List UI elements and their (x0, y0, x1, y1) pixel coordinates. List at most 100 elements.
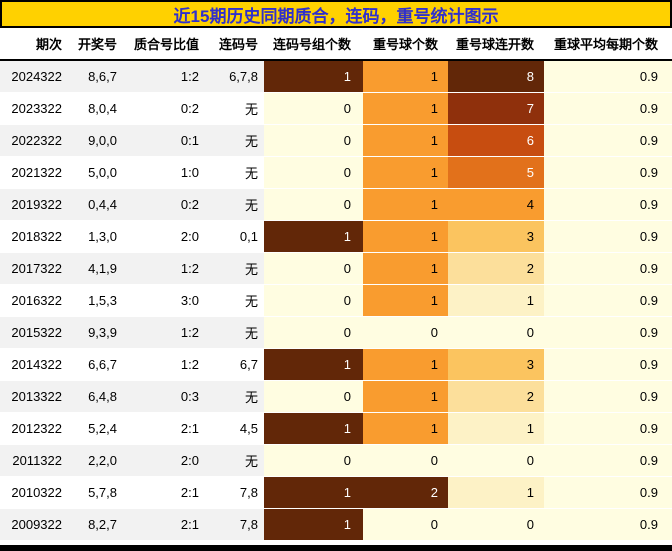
table-row: 2016322 1,5,3 3:0 无 0 1 1 0.9 (0, 284, 672, 317)
cell-重球平均每期个数: 0.9 (544, 188, 672, 221)
cell-开奖号: 5,7,8 (65, 476, 120, 509)
cell-重号球个数: 2 (363, 476, 448, 509)
cell-期次: 2017322 (0, 252, 65, 285)
cell-重球平均每期个数: 0.9 (544, 444, 672, 477)
cell-连码号组个数: 0 (264, 380, 363, 413)
cell-连码号组个数: 0 (264, 92, 363, 125)
cell-开奖号: 0,4,4 (65, 188, 120, 221)
cell-重号球个数: 1 (363, 124, 448, 157)
cell-连码号组个数: 1 (264, 508, 363, 541)
cell-连码号组个数: 0 (264, 316, 363, 349)
column-header-2: 开奖号 (65, 28, 120, 61)
table-row: 2015322 9,3,9 1:2 无 0 0 0 0.9 (0, 316, 672, 349)
table-header: 期次 开奖号 质合号比值 连码号 连码号组个数 重号球个数 重号球连开数 重球平均每期个数 (0, 28, 672, 61)
cell-重球平均每期个数: 0.9 (544, 476, 672, 509)
cell-开奖号: 4,1,9 (65, 252, 120, 285)
cell-质合号比值: 1:2 (120, 252, 203, 285)
cell-连码号: 无 (203, 252, 264, 285)
cell-期次: 2023322 (0, 92, 65, 125)
cell-重号球个数: 0 (363, 444, 448, 477)
cell-开奖号: 9,3,9 (65, 316, 120, 349)
cell-重号球个数: 1 (363, 60, 448, 93)
cell-连码号: 7,8 (203, 508, 264, 541)
cell-期次: 2010322 (0, 476, 65, 509)
cell-重球平均每期个数: 0.9 (544, 508, 672, 541)
column-header-5: 连码号组个数 (264, 28, 363, 61)
cell-连码号组个数: 0 (264, 124, 363, 157)
cell-连码号: 无 (203, 124, 264, 157)
cell-重号球个数: 1 (363, 188, 448, 221)
cell-期次: 2024322 (0, 60, 65, 93)
cell-开奖号: 1,5,3 (65, 284, 120, 317)
column-header-8: 重球平均每期个数 (544, 28, 672, 61)
cell-重号球连开数: 0 (448, 444, 544, 477)
cell-开奖号: 9,0,0 (65, 124, 120, 157)
cell-重号球连开数: 0 (448, 508, 544, 541)
cell-期次: 2021322 (0, 156, 65, 189)
cell-开奖号: 5,2,4 (65, 412, 120, 445)
column-header-4: 连码号 (203, 28, 264, 61)
cell-质合号比值: 1:2 (120, 316, 203, 349)
cell-连码号组个数: 0 (264, 156, 363, 189)
cell-重球平均每期个数: 0.9 (544, 316, 672, 349)
cell-质合号比值: 0:2 (120, 188, 203, 221)
cell-质合号比值: 0:2 (120, 92, 203, 125)
cell-开奖号: 5,0,0 (65, 156, 120, 189)
cell-重号球个数: 1 (363, 220, 448, 253)
cell-重号球连开数: 3 (448, 348, 544, 381)
cell-重球平均每期个数: 0.9 (544, 380, 672, 413)
cell-重号球连开数: 2 (448, 380, 544, 413)
cell-连码号: 0,1 (203, 220, 264, 253)
title-bar: 近15期历史同期质合，连码，重号统计图示 (0, 0, 672, 28)
table-row: 2022322 9,0,0 0:1 无 0 1 6 0.9 (0, 124, 672, 157)
cell-重球平均每期个数: 0.9 (544, 124, 672, 157)
cell-连码号组个数: 0 (264, 444, 363, 477)
table-body: 2024322 8,6,7 1:2 6,7,8 1 1 8 0.9 2023322 8,0,4 0:… (0, 60, 672, 541)
table-row: 2012322 5,2,4 2:1 4,5 1 1 1 0.9 (0, 412, 672, 445)
cell-重号球个数: 0 (363, 316, 448, 349)
cell-连码号: 无 (203, 380, 264, 413)
cell-开奖号: 8,2,7 (65, 508, 120, 541)
table-row: 2018322 1,3,0 2:0 0,1 1 1 3 0.9 (0, 220, 672, 253)
cell-重号球个数: 1 (363, 252, 448, 285)
statistics-table: 期次 开奖号 质合号比值 连码号 连码号组个数 重号球个数 重号球连开数 重球平均每期个数 2… (0, 28, 672, 541)
cell-重号球个数: 1 (363, 284, 448, 317)
cell-开奖号: 2,2,0 (65, 444, 120, 477)
cell-质合号比值: 2:1 (120, 508, 203, 541)
cell-重号球连开数: 1 (448, 412, 544, 445)
cell-重号球连开数: 8 (448, 60, 544, 93)
cell-期次: 2009322 (0, 508, 65, 541)
cell-重号球连开数: 6 (448, 124, 544, 157)
cell-重球平均每期个数: 0.9 (544, 220, 672, 253)
cell-期次: 2018322 (0, 220, 65, 253)
cell-重号球连开数: 4 (448, 188, 544, 221)
cell-开奖号: 8,0,4 (65, 92, 120, 125)
cell-质合号比值: 2:1 (120, 476, 203, 509)
cell-重球平均每期个数: 0.9 (544, 284, 672, 317)
cell-期次: 2014322 (0, 348, 65, 381)
cell-重号球连开数: 2 (448, 252, 544, 285)
table-row: 2013322 6,4,8 0:3 无 0 1 2 0.9 (0, 380, 672, 413)
cell-连码号: 无 (203, 156, 264, 189)
cell-质合号比值: 1:2 (120, 60, 203, 93)
cell-开奖号: 1,3,0 (65, 220, 120, 253)
cell-质合号比值: 2:0 (120, 444, 203, 477)
cell-连码号: 6,7 (203, 348, 264, 381)
statistics-table-wrap: 期次 开奖号 质合号比值 连码号 连码号组个数 重号球个数 重号球连开数 重球平均每期个数 2… (0, 28, 672, 545)
cell-连码号组个数: 1 (264, 476, 363, 509)
cell-期次: 2015322 (0, 316, 65, 349)
cell-连码号: 无 (203, 316, 264, 349)
cell-开奖号: 6,6,7 (65, 348, 120, 381)
page-title: 近15期历史同期质合，连码，重号统计图示 (173, 6, 499, 26)
bottom-border-bar (0, 545, 672, 551)
cell-重号球个数: 1 (363, 92, 448, 125)
cell-连码号: 无 (203, 92, 264, 125)
cell-连码号: 无 (203, 284, 264, 317)
column-header-1: 期次 (0, 28, 65, 61)
table-header-row: 期次 开奖号 质合号比值 连码号 连码号组个数 重号球个数 重号球连开数 重球平均每期个数 (0, 28, 672, 61)
cell-连码号组个数: 1 (264, 412, 363, 445)
table-row: 2014322 6,6,7 1:2 6,7 1 1 3 0.9 (0, 348, 672, 381)
cell-开奖号: 8,6,7 (65, 60, 120, 93)
cell-期次: 2012322 (0, 412, 65, 445)
